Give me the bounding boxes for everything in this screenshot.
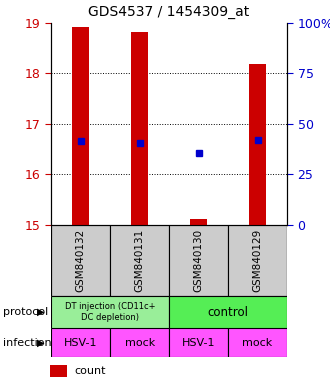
Text: GSM840132: GSM840132 bbox=[76, 228, 86, 292]
Text: protocol: protocol bbox=[3, 307, 49, 317]
Bar bbox=[51, 296, 169, 328]
Bar bbox=[50, 365, 67, 377]
Text: count: count bbox=[75, 366, 106, 376]
Bar bbox=[169, 328, 228, 357]
Bar bbox=[51, 328, 110, 357]
Bar bbox=[110, 225, 169, 296]
Title: GDS4537 / 1454309_at: GDS4537 / 1454309_at bbox=[88, 5, 250, 19]
Text: ▶: ▶ bbox=[37, 307, 45, 317]
Text: infection: infection bbox=[3, 338, 52, 348]
Text: GSM840129: GSM840129 bbox=[252, 228, 263, 292]
Bar bbox=[190, 218, 207, 225]
Text: mock: mock bbox=[124, 338, 155, 348]
Bar bbox=[169, 296, 287, 328]
Text: HSV-1: HSV-1 bbox=[64, 338, 97, 348]
Bar bbox=[72, 26, 89, 225]
Text: mock: mock bbox=[243, 338, 273, 348]
Bar bbox=[169, 225, 228, 296]
Bar bbox=[228, 225, 287, 296]
Bar bbox=[228, 328, 287, 357]
Text: GSM840130: GSM840130 bbox=[194, 228, 204, 292]
Text: HSV-1: HSV-1 bbox=[182, 338, 215, 348]
Text: DT injection (CD11c+
DC depletion): DT injection (CD11c+ DC depletion) bbox=[65, 302, 155, 322]
Bar bbox=[51, 225, 110, 296]
Text: GSM840131: GSM840131 bbox=[135, 228, 145, 292]
Bar bbox=[110, 328, 169, 357]
Bar bbox=[249, 65, 266, 225]
Text: ▶: ▶ bbox=[37, 338, 45, 348]
Text: control: control bbox=[208, 306, 248, 318]
Bar bbox=[131, 32, 148, 225]
